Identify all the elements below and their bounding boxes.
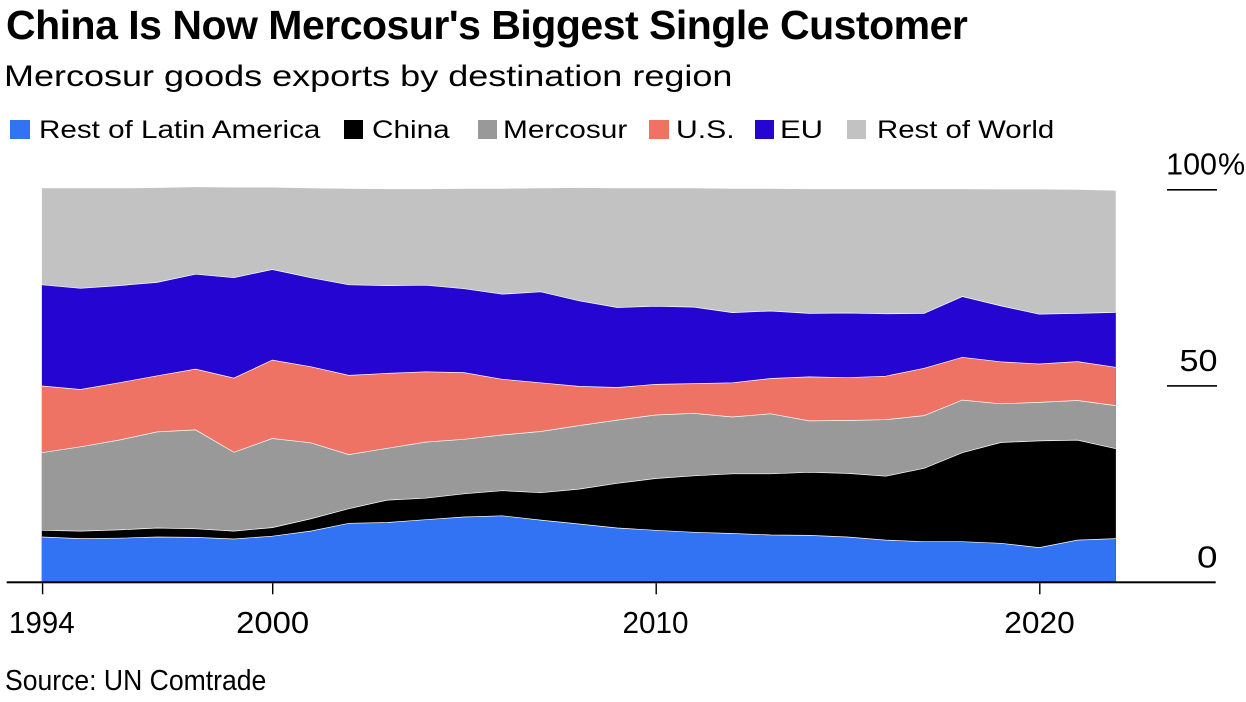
svg-text:0: 0 <box>1197 541 1218 575</box>
svg-text:%: % <box>1218 148 1245 182</box>
svg-text:100: 100 <box>1166 148 1217 182</box>
svg-text:2000: 2000 <box>236 606 309 640</box>
svg-text:2010: 2010 <box>623 606 689 640</box>
svg-text:2020: 2020 <box>1004 606 1075 640</box>
svg-text:1994: 1994 <box>9 606 75 640</box>
svg-text:50: 50 <box>1180 344 1218 378</box>
